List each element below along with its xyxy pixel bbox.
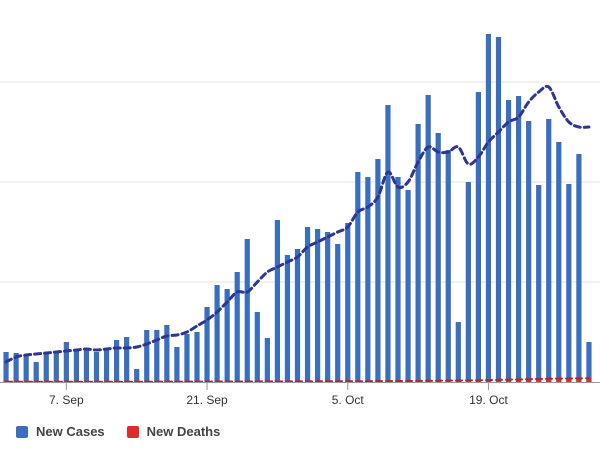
new-cases-bar[interactable] [485, 34, 492, 382]
new-cases-bar[interactable] [355, 172, 361, 382]
legend: New Cases New Deaths [16, 424, 220, 439]
average-lines [4, 84, 591, 383]
new-cases-bar[interactable] [63, 342, 69, 382]
new-cases-bar[interactable] [144, 330, 150, 382]
new-cases-bar[interactable] [23, 354, 29, 382]
new-cases-bar[interactable] [315, 229, 321, 382]
legend-swatch-new-deaths [126, 425, 139, 438]
new-cases-bar[interactable] [445, 150, 451, 382]
new-deaths-average-line[interactable] [5, 377, 590, 383]
new-deaths-bar[interactable] [516, 379, 522, 382]
new-deaths-bar[interactable] [586, 378, 592, 382]
new-cases-bar[interactable] [33, 362, 39, 382]
new-cases-bar[interactable] [435, 133, 441, 382]
new-cases-bar[interactable] [124, 337, 130, 382]
new-cases-bar[interactable] [465, 182, 471, 382]
x-axis-ticks: 7. Sep 21. Sep 5. Oct 19. Oct [49, 382, 508, 407]
new-cases-bar[interactable] [284, 255, 291, 382]
new-cases-bar[interactable] [586, 342, 592, 382]
new-cases-bar[interactable] [204, 307, 210, 382]
new-cases-bar[interactable] [164, 325, 170, 382]
new-deaths-bar[interactable] [576, 378, 582, 382]
new-cases-bar[interactable] [174, 347, 180, 382]
new-cases-bar[interactable] [325, 232, 331, 382]
new-cases-bar[interactable] [114, 340, 120, 382]
new-cases-bar[interactable] [294, 249, 301, 382]
new-cases-bar[interactable] [83, 349, 90, 382]
new-cases-bar[interactable] [505, 100, 512, 382]
new-cases-bars [3, 34, 592, 382]
new-cases-bar[interactable] [224, 289, 230, 382]
new-cases-bar[interactable] [244, 239, 250, 382]
new-cases-bar[interactable] [274, 220, 280, 382]
new-cases-bar[interactable] [335, 244, 341, 382]
legend-label-new-cases: New Cases [36, 424, 105, 439]
new-cases-bar[interactable] [385, 105, 391, 382]
legend-item-new-deaths[interactable]: New Deaths [126, 424, 221, 439]
new-cases-bar[interactable] [556, 142, 562, 382]
legend-label-new-deaths: New Deaths [146, 424, 221, 439]
new-cases-bar[interactable] [234, 272, 240, 382]
new-cases-bar[interactable] [526, 121, 532, 382]
new-cases-average-line[interactable] [4, 84, 591, 364]
new-deaths-bar[interactable] [536, 378, 542, 382]
new-cases-bar[interactable] [345, 223, 351, 382]
new-cases-bar[interactable] [13, 353, 19, 382]
new-deaths-bar[interactable] [566, 378, 572, 382]
new-cases-bar[interactable] [103, 349, 110, 382]
new-cases-bar[interactable] [475, 92, 481, 382]
new-cases-bar[interactable] [566, 184, 572, 382]
new-deaths-bar[interactable] [546, 378, 552, 382]
new-cases-bar[interactable] [264, 338, 270, 382]
new-cases-bar[interactable] [43, 354, 49, 382]
new-cases-bar[interactable] [3, 352, 9, 382]
new-cases-bar[interactable] [73, 350, 79, 382]
new-cases-bar[interactable] [304, 227, 311, 382]
new-cases-bar[interactable] [194, 332, 200, 382]
new-cases-bar[interactable] [93, 352, 100, 382]
new-cases-bar[interactable] [395, 177, 401, 382]
x-tick-label: 7. Sep [49, 393, 84, 407]
chart-area: 7. Sep 21. Sep 5. Oct 19. Oct [0, 34, 600, 407]
new-cases-bar[interactable] [425, 95, 431, 382]
new-cases-bar[interactable] [254, 312, 260, 382]
new-cases-bar[interactable] [154, 330, 160, 382]
new-cases-bar[interactable] [455, 322, 461, 382]
new-deaths-bar[interactable] [556, 378, 562, 382]
new-cases-bar[interactable] [184, 334, 190, 382]
new-cases-bar[interactable] [576, 154, 582, 382]
new-cases-bar[interactable] [214, 285, 220, 382]
new-cases-bar[interactable] [415, 124, 421, 382]
new-cases-bar[interactable] [546, 119, 552, 382]
new-cases-bar[interactable] [405, 190, 411, 382]
new-cases-bar[interactable] [53, 352, 59, 382]
new-cases-bar[interactable] [375, 159, 381, 382]
new-deaths-bar[interactable] [526, 379, 532, 382]
new-cases-bar[interactable] [365, 177, 371, 382]
new-cases-bar[interactable] [536, 185, 542, 382]
legend-swatch-new-cases [16, 425, 28, 438]
new-cases-bar[interactable] [495, 37, 502, 382]
legend-item-new-cases[interactable]: New Cases [16, 424, 105, 439]
new-cases-bar[interactable] [134, 369, 140, 382]
x-tick-label: 19. Oct [469, 393, 508, 407]
x-tick-label: 5. Oct [332, 393, 365, 407]
new-cases-bar[interactable] [516, 96, 522, 382]
x-tick-label: 21. Sep [186, 393, 228, 407]
